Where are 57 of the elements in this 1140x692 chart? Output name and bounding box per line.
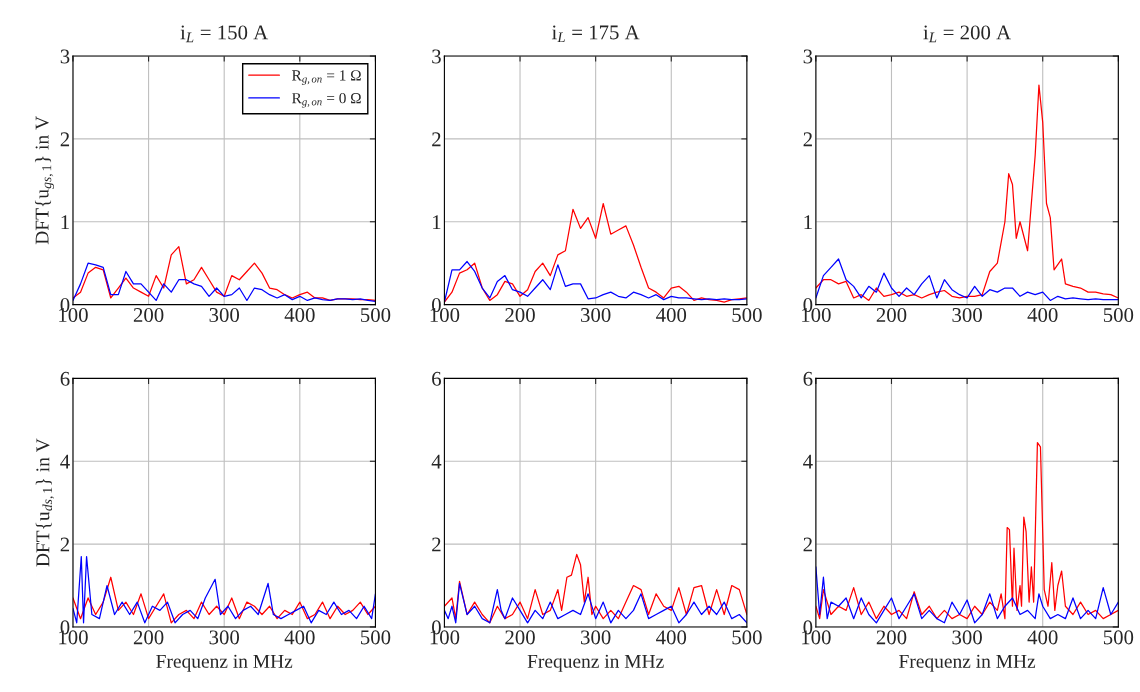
x-tick-label: 200 (133, 307, 164, 323)
x-tick-label: 400 (656, 630, 687, 645)
y-tick-label: 2 (432, 537, 441, 552)
line-series (72, 262, 376, 302)
x-tick-label: 500 (732, 307, 762, 323)
y-tick-label: 1 (433, 215, 441, 229)
line-series (815, 84, 1119, 302)
y-tick-label: 2 (60, 132, 70, 147)
y-tick-label: 4 (431, 454, 442, 469)
x-tick-label: 300 (209, 630, 240, 645)
x-tick-label: 500 (1103, 630, 1134, 645)
x-tick-label: 200 (505, 307, 535, 323)
x-tick-label: 500 (732, 630, 762, 645)
y-tick-label: 6 (60, 371, 70, 386)
x-tick-label: 500 (1103, 307, 1134, 323)
x-tick-label: 400 (1027, 630, 1058, 645)
line-series (815, 258, 1119, 302)
x-axis-title: Frequenz in MHz (527, 654, 664, 672)
legend-label: R$_{g,on}$ = 0 Ω (292, 93, 361, 108)
x-tick-label: 400 (656, 307, 687, 323)
x-tick-label: 200 (876, 630, 907, 645)
x-tick-label: 400 (284, 630, 315, 645)
x-tick-label: 500 (361, 630, 391, 645)
x-tick-label: 300 (581, 307, 611, 323)
x-axis-title: Frequenz in MHz (156, 654, 293, 672)
y-tick-label: 2 (60, 537, 70, 552)
x-tick-label: 400 (284, 307, 315, 323)
x-tick-label: 200 (505, 630, 535, 645)
line-series (72, 245, 376, 302)
x-tick-label: 200 (876, 307, 907, 323)
y-tick-label: 2 (432, 132, 441, 147)
x-tick-label: 500 (361, 307, 391, 323)
y-axis-title: DFT{u$_{ds,1}$} in V (35, 438, 54, 567)
x-tick-label: 400 (1027, 307, 1058, 323)
chart-title: i$_{L}$ = 150 A (180, 25, 269, 43)
chart-title: i$_{L}$ = 200 A (923, 25, 1011, 43)
y-tick-label: 2 (803, 537, 812, 552)
x-tick-label: 300 (581, 630, 611, 645)
legend-label: R$_{g,on}$ = 1 Ω (292, 70, 361, 85)
y-tick-label: 1 (61, 215, 69, 229)
y-tick-label: 3 (803, 49, 813, 64)
y-tick-label: 6 (803, 371, 813, 386)
line-series (815, 441, 1119, 620)
x-tick-label: 300 (952, 307, 982, 323)
y-tick-label: 6 (432, 371, 442, 386)
x-tick-label: 200 (133, 630, 164, 645)
x-tick-label: 300 (952, 630, 982, 645)
y-tick-label: 3 (60, 49, 70, 64)
x-tick-label: 300 (209, 307, 240, 323)
y-tick-label: 4 (803, 454, 813, 469)
x-axis-title: Frequenz in MHz (899, 654, 1036, 672)
y-tick-label: 3 (432, 49, 441, 64)
y-tick-label: 1 (804, 215, 812, 229)
y-axis-title: DFT{u$_{gs,1}$} in V (34, 116, 55, 245)
y-tick-label: 4 (60, 454, 70, 469)
y-tick-label: 2 (803, 132, 812, 147)
chart-title: i$_{L}$ = 175 A (551, 25, 640, 43)
